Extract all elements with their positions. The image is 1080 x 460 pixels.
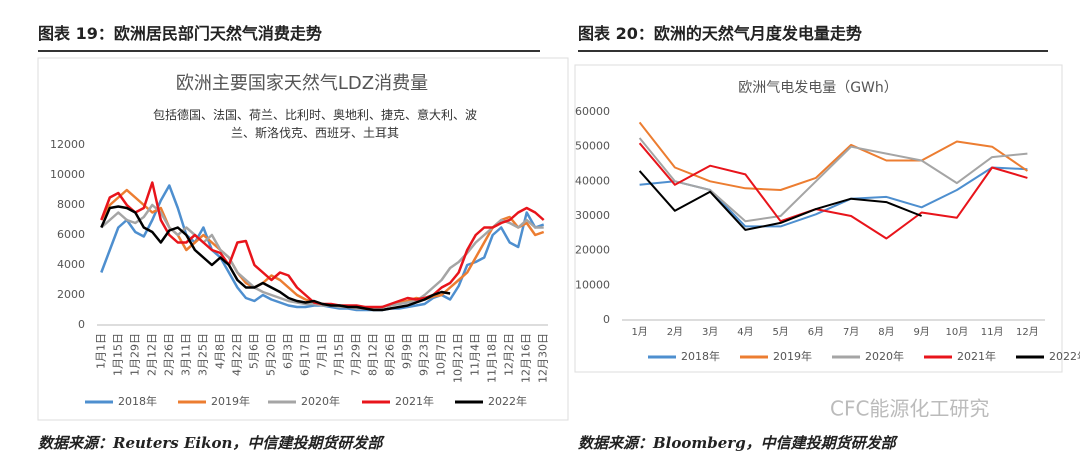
chart-frame [37, 57, 569, 421]
x-tick-label: 5月20日 [264, 333, 277, 376]
source: 数据来源：Bloomberg，中信建投期货研发部 [578, 434, 896, 452]
x-tick-label: 1月1日 [94, 333, 107, 369]
legend-label: 2018年 [681, 349, 720, 363]
x-tick-label: 3月25日 [196, 333, 209, 376]
y-tick-label: 8000 [57, 198, 85, 211]
legend-label: 2022年 [488, 394, 527, 408]
legend-label: 2022年 [1049, 349, 1080, 363]
chart-title: 欧洲气电发电量（GWh） [738, 80, 898, 96]
x-tick-label: 7月15日 [333, 333, 346, 376]
series-line [100, 184, 545, 312]
y-tick-label: 6000 [57, 228, 85, 241]
y-tick-label: 20000 [575, 244, 610, 257]
x-tick-label: 2月12日 [145, 333, 158, 376]
x-tick-label: 7月29日 [350, 333, 363, 376]
watermark: CFC能源化工研究 [830, 397, 989, 421]
caption: 图表 20：欧洲的天然气月度发电量走势 [578, 20, 1048, 52]
x-tick-label: 8月26日 [384, 333, 397, 376]
x-tick-label: 5月 [772, 326, 788, 338]
x-tick-label: 1月15日 [111, 333, 124, 376]
chart-subtitle: 包括德国、法国、荷兰、比利时、奥地利、捷克、意大利、波兰、斯洛伐克、西班牙、土耳… [152, 108, 477, 140]
x-tick-label: 10月21日 [452, 333, 465, 383]
y-tick-label: 40000 [575, 174, 610, 187]
x-tick-label: 11月4日 [469, 333, 482, 376]
legend-label: 2021年 [957, 349, 996, 363]
legend-label: 2018年 [118, 394, 157, 408]
source: 数据来源：Reuters Eikon，中信建投期货研发部 [38, 434, 383, 452]
x-tick-label: 12月30日 [537, 333, 550, 383]
y-tick-label: 2000 [57, 288, 85, 301]
x-tick-label: 4月8日 [213, 333, 226, 369]
x-tick-label: 11月 [981, 326, 1004, 338]
x-tick-label: 1月 [631, 326, 647, 338]
x-tick-label: 3月11日 [179, 333, 192, 376]
chart-title: 欧洲主要国家天然气LDZ消费量 [176, 73, 428, 94]
x-tick-label: 1月29日 [128, 333, 141, 376]
x-tick-label: 9月23日 [418, 333, 431, 376]
x-tick-label: 12月16日 [520, 333, 533, 383]
legend-label: 2020年 [301, 394, 340, 408]
y-tick-label: 10000 [50, 168, 85, 181]
x-tick-label: 6月17日 [298, 333, 311, 376]
y-tick-label: 0 [78, 318, 85, 331]
series-line [100, 203, 544, 310]
x-tick-label: 6月 [808, 326, 824, 338]
x-tick-label: 2月26日 [162, 333, 175, 376]
x-tick-label: 8月12日 [367, 333, 380, 376]
y-tick-label: 4000 [57, 258, 85, 271]
legend-label: 2021年 [395, 394, 434, 408]
y-tick-label: 50000 [575, 140, 610, 153]
x-tick-label: 4月 [737, 326, 753, 338]
chart-frame [574, 64, 1063, 373]
x-tick-label: 7月1日 [316, 333, 329, 369]
x-tick-label: 2月 [667, 326, 683, 338]
x-tick-label: 11月18日 [486, 333, 499, 383]
x-tick-label: 8月 [878, 326, 894, 338]
legend-label: 2019年 [211, 394, 250, 408]
y-tick-label: 10000 [575, 278, 610, 291]
caption: 图表 19：欧洲居民部门天然气消费走势 [38, 20, 540, 52]
x-tick-label: 5月6日 [247, 333, 260, 369]
y-tick-label: 30000 [575, 209, 610, 222]
x-tick-label: 9月 [913, 326, 929, 338]
x-tick-label: 6月3日 [281, 333, 294, 369]
series-line [100, 181, 545, 309]
series-line [638, 121, 1028, 191]
x-tick-label: 12月 [1016, 326, 1039, 338]
legend-label: 2019年 [773, 349, 812, 363]
x-tick-label: 10月7日 [435, 333, 448, 376]
x-tick-label: 3月 [702, 326, 718, 338]
series-line [638, 170, 922, 231]
x-tick-label: 12月2日 [503, 333, 516, 376]
x-tick-label: 7月 [843, 326, 859, 338]
y-tick-label: 0 [603, 313, 610, 326]
series-line [100, 205, 451, 312]
series-line [100, 188, 545, 310]
x-tick-label: 10月 [946, 326, 969, 338]
y-tick-label: 60000 [575, 105, 610, 118]
legend-label: 2020年 [865, 349, 904, 363]
series-line [638, 142, 1028, 240]
x-tick-label: 4月22日 [230, 333, 243, 376]
series-line [638, 137, 1028, 223]
x-tick-label: 9月9日 [401, 333, 414, 369]
y-tick-label: 12000 [50, 138, 85, 151]
